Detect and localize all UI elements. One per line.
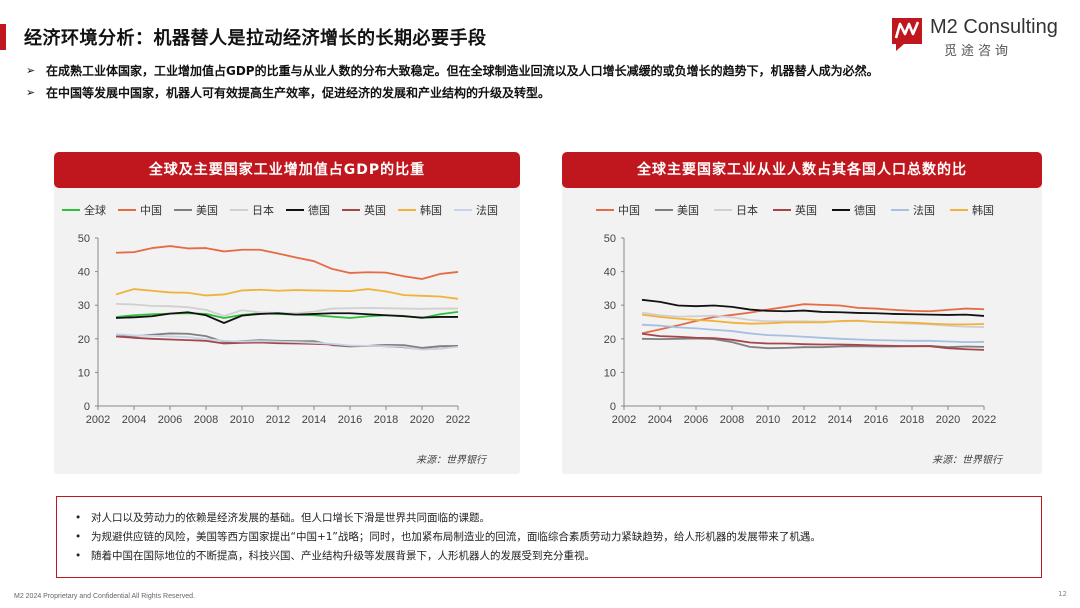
- x-tick-label: 2016: [864, 414, 888, 426]
- x-tick-label: 2016: [338, 414, 362, 426]
- summary-item: • 随着中国在国际地位的不断提高，科技兴国、产业结构升级等发展背景下，人形机器人的…: [71, 547, 1027, 566]
- summary-box: • 对人口以及劳动力的依赖是经济发展的基础。但人口增长下滑是世界共同面临的课题。 …: [56, 496, 1042, 578]
- y-tick-label: 40: [78, 267, 90, 279]
- logo-subtitle: 觅途咨询: [944, 44, 1013, 59]
- summary-text: 随着中国在国际地位的不断提高，科技兴国、产业结构升级等发展背景下，人形机器人的发…: [91, 550, 595, 562]
- y-tick-label: 50: [78, 233, 90, 245]
- legend-label: 韩国: [972, 203, 994, 217]
- x-tick-label: 2022: [972, 414, 996, 426]
- summary-text: 对人口以及劳动力的依赖是经济发展的基础。但人口增长下滑是世界共同面临的课题。: [91, 512, 490, 524]
- x-tick-label: 2004: [648, 414, 672, 426]
- legend-label: 美国: [196, 204, 218, 217]
- chart-legend: 全球 中国 美国 日本 德国 英国 韩国 法国: [62, 203, 498, 217]
- series-line: [641, 313, 985, 326]
- legend-label: 中国: [140, 204, 162, 217]
- series-line: [115, 288, 459, 300]
- x-tick-label: 2008: [720, 414, 744, 426]
- summary-text: 为规避供应链的风险，美国等西方国家提出“中国+1”战略；同时，也加紧布局制造业的…: [91, 531, 821, 543]
- page-number: 12: [1058, 590, 1067, 598]
- x-tick-label: 2008: [194, 414, 218, 426]
- key-points: ➢ 在成熟工业体国家，工业增加值占GDP的比重与从业人数的分布大致稳定。但在全球…: [24, 62, 1044, 106]
- legend-label: 法国: [476, 203, 498, 217]
- chart-title: 全球及主要国家工业增加值占GDP的比重: [54, 152, 520, 188]
- legend-label: 英国: [364, 203, 386, 217]
- bullet-dot-icon: •: [75, 531, 82, 543]
- x-tick-label: 2012: [792, 414, 816, 426]
- x-tick-label: 2006: [158, 414, 182, 426]
- x-tick-label: 2002: [612, 414, 636, 426]
- x-tick-label: 2002: [86, 414, 110, 426]
- chart-gdp-share: 全球 中国 美国 日本 德国 英国 韩国 法国 0 10 20 30 40 50 2002 2004 2006 2…: [62, 203, 498, 426]
- x-tick-label: 2018: [900, 414, 924, 426]
- legend-label: 美国: [677, 204, 699, 217]
- chart-source: 来源：世界银行: [416, 455, 486, 466]
- x-tick-label: 2006: [684, 414, 708, 426]
- y-tick-label: 0: [84, 401, 90, 413]
- x-tick-label: 2022: [446, 414, 470, 426]
- y-tick-label: 20: [78, 334, 90, 346]
- y-tick-label: 20: [604, 334, 616, 346]
- arrow-bullet-icon: ➢: [26, 86, 36, 99]
- legend-label: 日本: [736, 203, 758, 217]
- summary-item: • 对人口以及劳动力的依赖是经济发展的基础。但人口增长下滑是世界共同面临的课题。: [71, 509, 1027, 528]
- x-tick-label: 2012: [266, 414, 290, 426]
- key-point-text: 在成熟工业体国家，工业增加值占GDP的比重与从业人数的分布大致稳定。但在全球制造…: [46, 64, 879, 78]
- logo-name: M2 Consulting: [930, 16, 1058, 38]
- y-tick-label: 10: [604, 367, 616, 379]
- legend-label: 全球: [84, 203, 106, 217]
- chart-panel-employment-share: 中国 美国 日本 英国 德国 法国 韩国 0 10 20 30 40 50 2002 2004 2006 200…: [562, 152, 1042, 474]
- x-tick-label: 2020: [410, 414, 434, 426]
- legend-label: 德国: [308, 203, 330, 217]
- y-tick-label: 50: [604, 233, 616, 245]
- legend-label: 韩国: [420, 203, 442, 217]
- chart-panel-gdp-share: 全球 中国 美国 日本 德国 英国 韩国 法国 0 10 20 30 40 50 2002 2004 2006 2…: [54, 152, 520, 474]
- legend-label: 中国: [618, 204, 640, 217]
- key-point: ➢ 在成熟工业体国家，工业增加值占GDP的比重与从业人数的分布大致稳定。但在全球…: [24, 62, 1044, 80]
- x-tick-label: 2010: [230, 414, 254, 426]
- x-tick-label: 2014: [302, 414, 326, 426]
- legend-label: 英国: [795, 203, 817, 217]
- x-tick-label: 2004: [122, 414, 146, 426]
- x-tick-label: 2010: [756, 414, 780, 426]
- m2-consulting-logo: M2 Consulting 觅途咨询: [890, 14, 1066, 60]
- x-tick-label: 2020: [936, 414, 960, 426]
- legend-label: 法国: [913, 203, 935, 217]
- chart-employment-share: 中国 美国 日本 英国 德国 法国 韩国 0 10 20 30 40 50 2002 2004 2006 200…: [596, 203, 996, 426]
- bullet-dot-icon: •: [75, 512, 82, 524]
- legend-label: 德国: [854, 203, 876, 217]
- y-tick-label: 30: [604, 300, 616, 312]
- key-point: ➢ 在中国等发展中国家，机器人可有效提高生产效率，促进经济的发展和产业结构的升级…: [24, 84, 1044, 102]
- x-tick-label: 2014: [828, 414, 852, 426]
- arrow-bullet-icon: ➢: [26, 64, 36, 77]
- series-line: [641, 332, 985, 351]
- chart-legend: 中国 美国 日本 英国 德国 法国 韩国: [596, 203, 994, 217]
- series-line: [115, 311, 458, 324]
- series-line: [115, 333, 459, 351]
- page-title: 经济环境分析：机器替人是拉动经济增长的长期必要手段: [24, 28, 487, 49]
- y-tick-label: 40: [604, 267, 616, 279]
- footer-copyright: M2 2024 Proprietary and Confidential All…: [14, 593, 195, 600]
- y-tick-label: 10: [78, 367, 90, 379]
- key-point-text: 在中国等发展中国家，机器人可有效提高生产效率，促进经济的发展和产业结构的升级及转…: [46, 86, 551, 100]
- x-tick-label: 2018: [374, 414, 398, 426]
- chart-title: 全球主要国家工业从业人数占其各国人口总数的比: [562, 152, 1042, 188]
- series-line: [115, 245, 459, 280]
- series-line: [641, 298, 985, 317]
- summary-item: • 为规避供应链的风险，美国等西方国家提出“中国+1”战略；同时，也加紧布局制造业…: [71, 528, 1027, 547]
- title-accent-bar: [0, 24, 6, 50]
- series-line: [641, 323, 985, 344]
- bullet-dot-icon: •: [75, 550, 82, 562]
- chart-source: 来源：世界银行: [932, 455, 1002, 466]
- logo-mark-icon: [892, 18, 922, 51]
- legend-label: 日本: [252, 203, 274, 217]
- y-tick-label: 30: [78, 300, 90, 312]
- y-tick-label: 0: [610, 401, 616, 413]
